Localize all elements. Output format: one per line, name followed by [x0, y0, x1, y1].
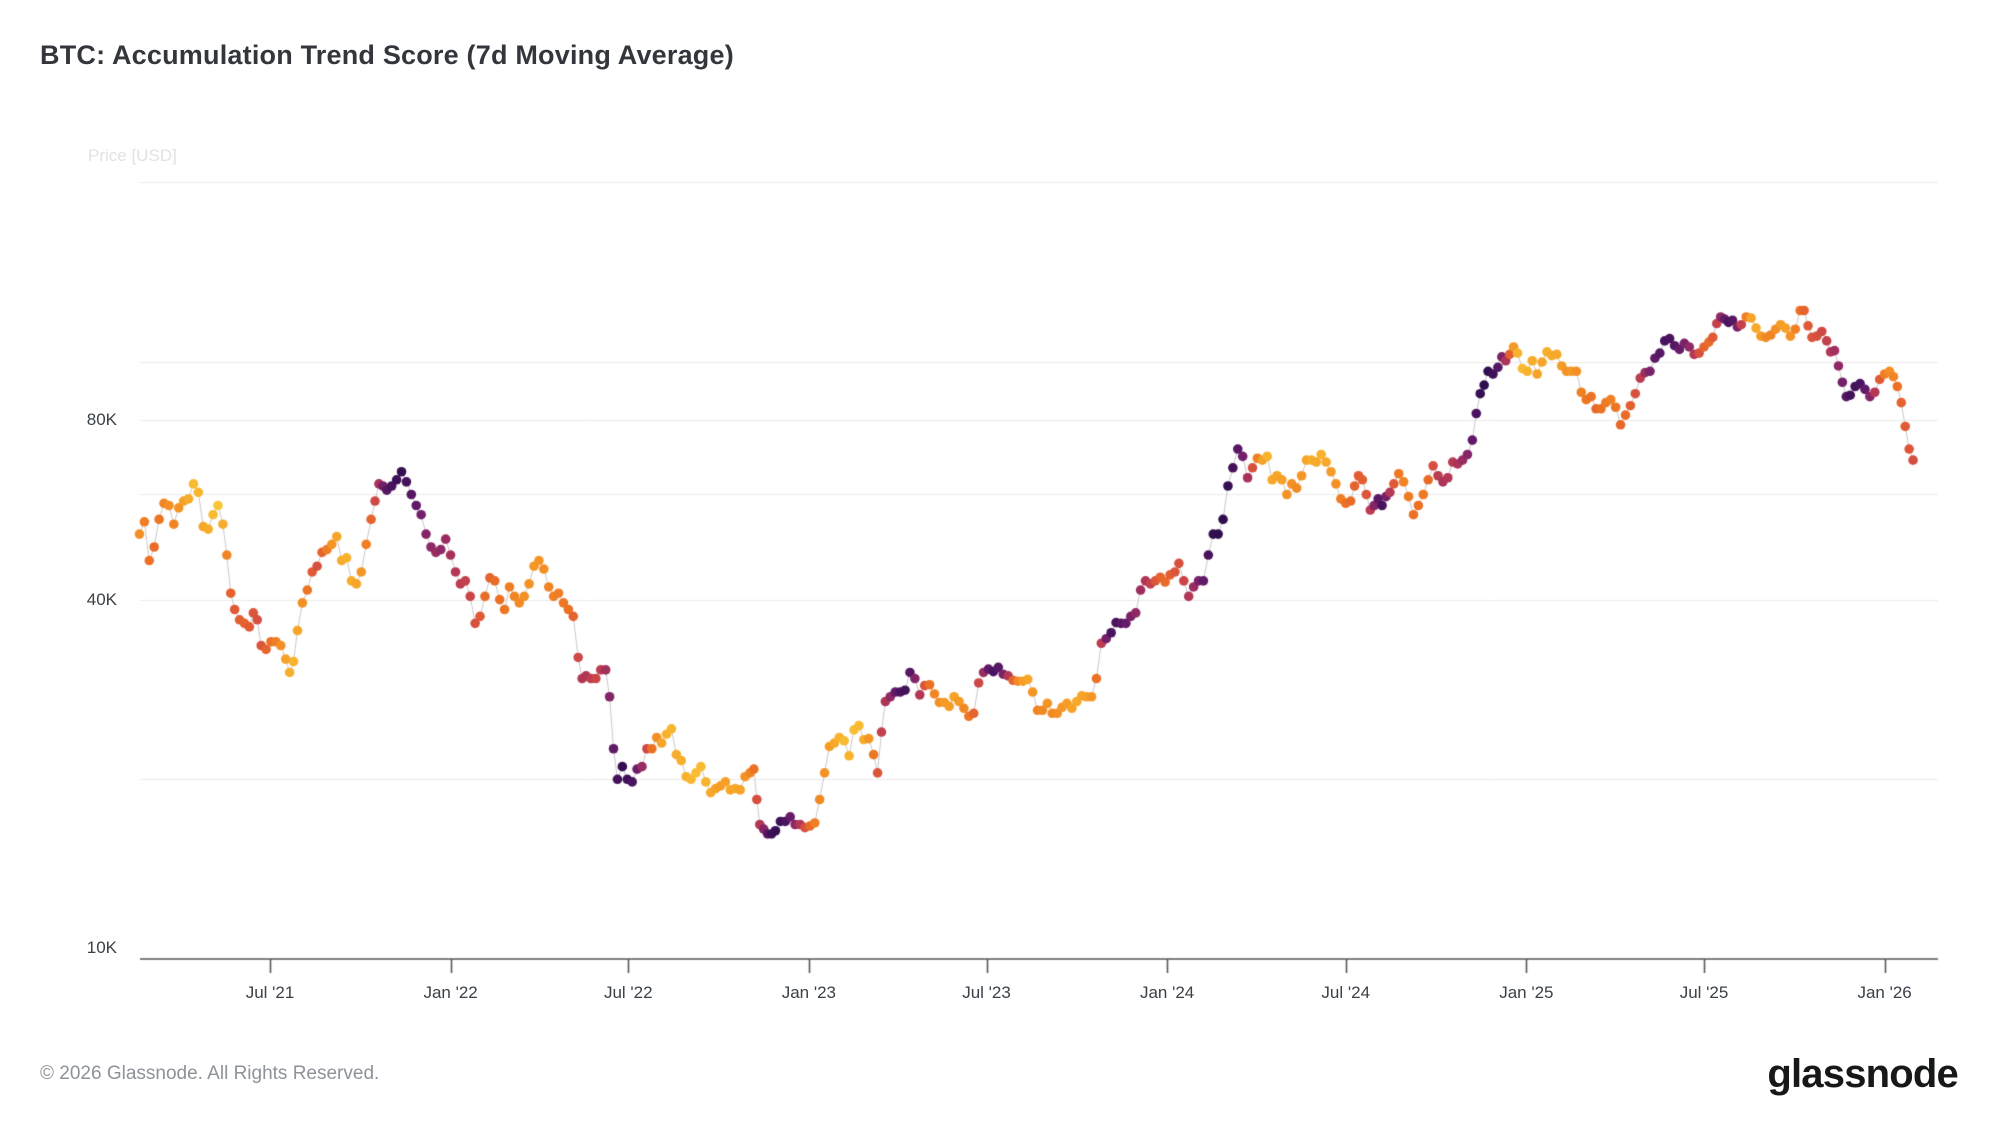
- y-tick-label: 10K: [86, 938, 117, 957]
- x-tick-label: Jul '23: [962, 983, 1011, 1002]
- x-tick-label: Jul '22: [603, 983, 653, 1002]
- footer-copyright: © 2026 Glassnode. All Rights Reserved.: [40, 1063, 380, 1084]
- x-tick-label: Jan '22: [423, 983, 478, 1002]
- x-tick-label: Jul '24: [1321, 983, 1371, 1002]
- glassnode-logo: glassnode: [1767, 1052, 1958, 1096]
- y-tick-label: 40K: [86, 589, 117, 609]
- x-tick-label: Jan '25: [1499, 983, 1554, 1002]
- x-tick-label: Jan '24: [1139, 983, 1195, 1002]
- x-tick-label: Jul '25: [1679, 983, 1729, 1002]
- x-tick-label: Jul '21: [245, 983, 295, 1002]
- y-tick-label: 80K: [86, 409, 117, 429]
- x-tick-label: Jan '23: [781, 983, 836, 1002]
- x-tick-label: Jan '26: [1857, 983, 1912, 1002]
